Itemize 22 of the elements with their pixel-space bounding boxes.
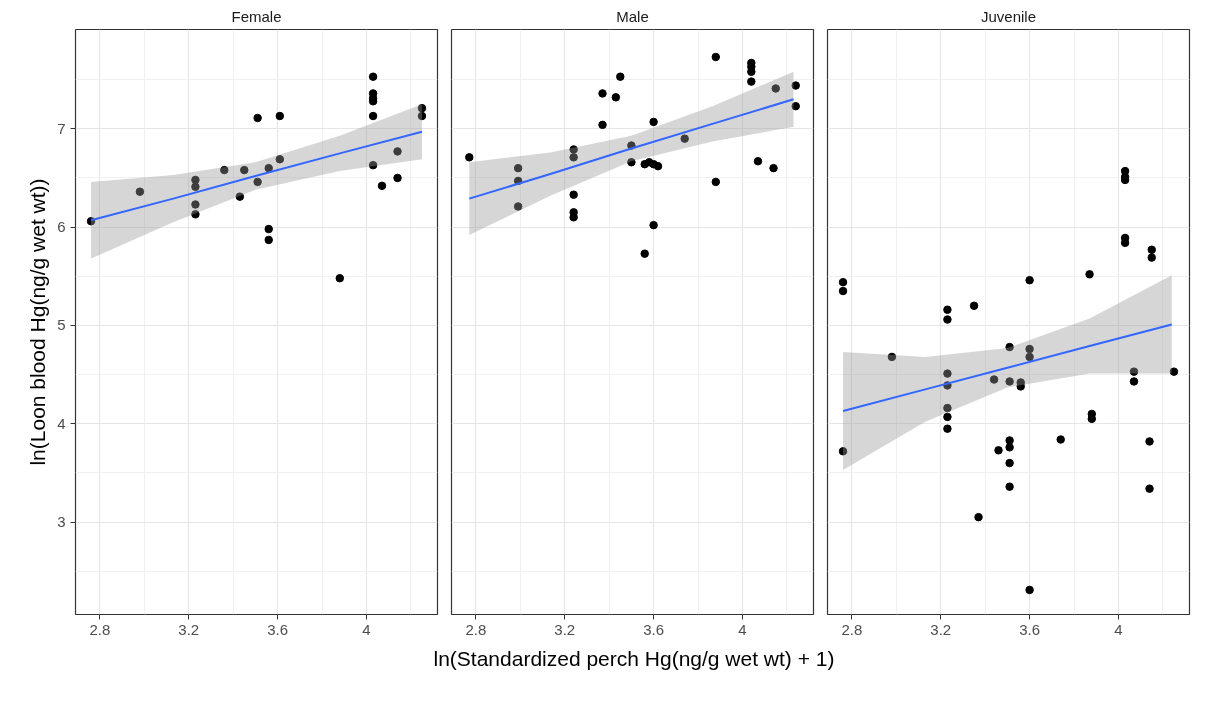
x-tick-label: 4 <box>1114 620 1123 638</box>
y-tick-label: 3 <box>57 513 66 531</box>
x-axis-title: ln(Standardized perch Hg(ng/g wet wt) + 1) <box>433 646 835 672</box>
x-tick-label: 4 <box>738 620 747 638</box>
x-tick-label: 4 <box>362 620 371 638</box>
x-tick-label: 2.8 <box>841 620 863 638</box>
x-tick-label: 2.8 <box>89 620 111 638</box>
y-tick-label: 5 <box>57 316 66 334</box>
x-tick-label: 3.2 <box>178 620 200 638</box>
x-tick-label: 3.6 <box>1019 620 1041 638</box>
x-tick-label: 2.8 <box>465 620 487 638</box>
y-tick-label: 7 <box>57 119 66 137</box>
x-tick-label: 3.6 <box>643 620 665 638</box>
chart-title: Female <box>231 7 282 25</box>
x-tick-label: 3.2 <box>930 620 952 638</box>
y-axis-title: ln(Loon blood Hg(ng/g wet wt)) <box>26 178 50 466</box>
x-tick-label: 3.6 <box>267 620 289 638</box>
chart-title: Male <box>616 7 649 25</box>
x-tick-label: 3.2 <box>554 620 576 638</box>
chart-title: Juvenile <box>980 7 1037 25</box>
y-tick-label: 6 <box>57 218 66 236</box>
y-tick-label: 4 <box>57 414 66 432</box>
